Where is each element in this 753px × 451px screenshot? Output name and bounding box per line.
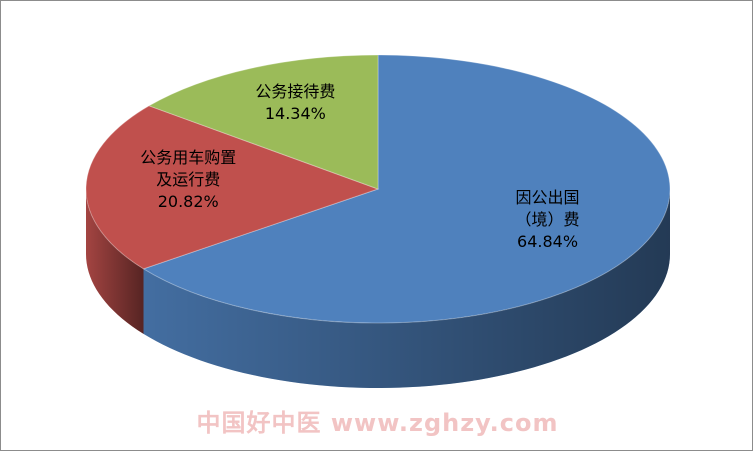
value-label: 64.84% (517, 232, 579, 252)
slice-side-shade (143, 189, 670, 388)
slice-label: 公务用车购置及运行费 20.82% (135, 147, 241, 213)
category-label: 公务用车购置及运行费 (140, 147, 237, 189)
slice (142, 54, 671, 324)
value-label: 20.82% (157, 191, 219, 211)
slice (147, 54, 379, 190)
slice-label: 公务接待费 14.34% (247, 81, 343, 125)
slice-side-shade (86, 189, 144, 334)
value-label: 14.34% (264, 103, 326, 123)
slice (85, 105, 380, 270)
category-label: 因公出国（境）费 (515, 188, 580, 230)
slice-label: 因公出国（境）费 64.84% (511, 187, 585, 253)
watermark: 中国好中医 www.zghzy.com (196, 409, 559, 437)
category-label: 公务接待费 (255, 81, 336, 101)
